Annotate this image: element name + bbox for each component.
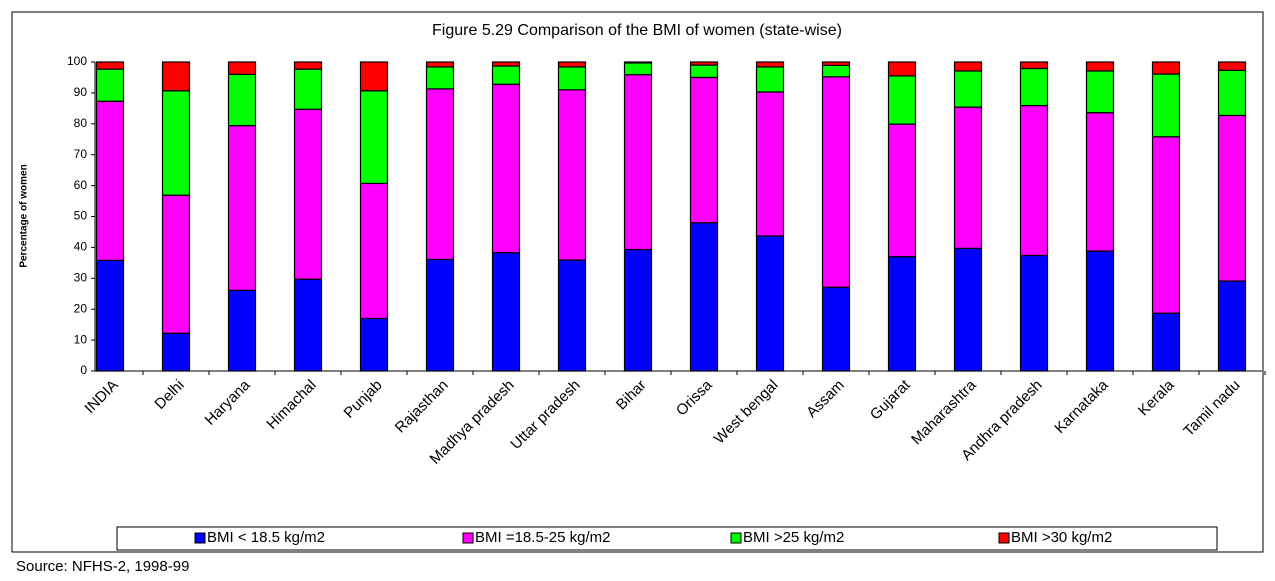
y-tick-label: 80 <box>74 116 88 130</box>
legend-swatch <box>462 532 474 544</box>
bar-segment <box>425 61 455 68</box>
bar-segment <box>293 108 323 280</box>
bar-segment <box>1217 61 1247 71</box>
bar-segment <box>293 278 323 372</box>
bar-segment <box>755 235 785 372</box>
bar-segment <box>161 90 191 196</box>
legend-swatch <box>998 532 1010 544</box>
bar-segment <box>1151 312 1181 372</box>
y-tick-label: 90 <box>74 85 88 99</box>
bar-segment <box>623 61 653 64</box>
legend-label: BMI >30 kg/m2 <box>1011 529 1112 546</box>
legend-swatch <box>730 532 742 544</box>
y-tick-label: 40 <box>74 240 88 254</box>
legend-label: BMI =18.5-25 kg/m2 <box>475 529 610 546</box>
bar-segment <box>227 61 257 75</box>
y-tick-label: 100 <box>67 54 87 68</box>
bar-segment <box>557 61 587 68</box>
bar-segment <box>359 317 389 372</box>
y-tick-label: 10 <box>74 332 88 346</box>
bar-segment <box>755 91 785 237</box>
legend-label: BMI >25 kg/m2 <box>743 529 844 546</box>
y-tick-label: 20 <box>74 301 88 315</box>
bar-segment <box>689 76 719 224</box>
bar-segment <box>821 286 851 372</box>
bar-segment <box>95 68 125 102</box>
bar-segment <box>623 74 653 251</box>
y-tick-label: 60 <box>74 178 88 192</box>
bar-segment <box>755 61 785 68</box>
bar-segment <box>491 61 521 67</box>
bar-segment <box>1085 112 1115 252</box>
y-tick-label: 0 <box>80 363 87 377</box>
bar-segment <box>1019 67 1049 107</box>
legend-box <box>116 526 1218 551</box>
bar-segment <box>1019 61 1049 70</box>
bar-segment <box>425 258 455 372</box>
bar-segment <box>95 259 125 372</box>
bar-segment <box>1151 136 1181 314</box>
chart-title: Figure 5.29 Comparison of the BMI of wom… <box>432 22 842 39</box>
bar-segment <box>821 61 851 66</box>
bar-segment <box>1019 104 1049 257</box>
bar-segment <box>293 61 323 70</box>
bar-segment <box>623 248 653 372</box>
bar-segment <box>227 289 257 372</box>
bar-segment <box>623 62 653 76</box>
y-tick-label: 30 <box>74 270 88 284</box>
bar-segment <box>953 70 983 108</box>
bar-segment <box>1217 280 1247 372</box>
bar-segment <box>161 61 191 92</box>
bar-segment <box>821 76 851 288</box>
bar-segment <box>1217 114 1247 282</box>
bar-segment <box>821 64 851 78</box>
bar-segment <box>953 106 983 249</box>
bar-segment <box>755 66 785 93</box>
bar-segment <box>1085 250 1115 372</box>
bar-segment <box>425 66 455 90</box>
bar-segment <box>887 75 917 125</box>
bar-segment <box>227 125 257 291</box>
bar-segment <box>491 252 521 372</box>
bar-segment <box>1019 254 1049 372</box>
bar-segment <box>95 100 125 261</box>
bar-segment <box>359 90 389 185</box>
bar-segment <box>689 64 719 79</box>
bar-segment <box>1085 61 1115 72</box>
y-tick-label: 70 <box>74 147 88 161</box>
bar-segment <box>1151 73 1181 138</box>
source-note: Source: NFHS-2, 1998-99 <box>16 558 189 575</box>
bar-segment <box>359 61 389 92</box>
legend-label: BMI < 18.5 kg/m2 <box>207 529 325 546</box>
bar-segment <box>557 259 587 372</box>
bar-segment <box>491 65 521 85</box>
bar-segment <box>887 61 917 77</box>
bar-segment <box>689 61 719 66</box>
bar-segment <box>887 256 917 372</box>
bar-segment <box>293 68 323 110</box>
bar-segment <box>1151 61 1181 75</box>
bar-segment <box>689 222 719 372</box>
bar-segment <box>161 194 191 334</box>
bar-segment <box>953 247 983 372</box>
bar-segment <box>1085 70 1115 114</box>
y-tick-label: 50 <box>74 209 88 223</box>
bar-segment <box>557 89 587 261</box>
y-axis-label: Percentage of women <box>19 164 30 267</box>
bar-segment <box>953 61 983 72</box>
bar-segment <box>425 88 455 261</box>
bar-segment <box>557 66 587 91</box>
legend-swatch <box>194 532 206 544</box>
bar-segment <box>1217 69 1247 117</box>
bar-segment <box>359 182 389 320</box>
bar-segment <box>887 123 917 258</box>
bar-segment <box>491 83 521 254</box>
bar-segment <box>161 332 191 372</box>
bar-segment <box>227 73 257 127</box>
bar-segment <box>95 61 125 70</box>
